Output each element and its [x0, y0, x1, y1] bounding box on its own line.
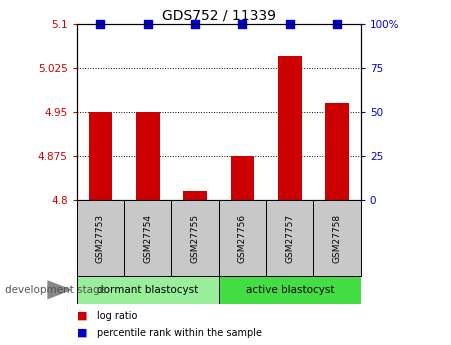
Point [333, 21, 341, 27]
Polygon shape [47, 280, 72, 299]
Bar [219, 200, 266, 276]
Bar [124, 200, 171, 276]
Bar [183, 191, 207, 200]
Text: log ratio: log ratio [97, 311, 138, 321]
Text: GSM27757: GSM27757 [285, 214, 294, 263]
Point [239, 21, 246, 27]
Bar [230, 156, 254, 200]
Text: GSM27753: GSM27753 [96, 214, 105, 263]
Bar [266, 200, 313, 276]
Bar [77, 276, 219, 304]
Point [191, 21, 198, 27]
Bar [136, 112, 160, 200]
Text: dormant blastocyst: dormant blastocyst [97, 285, 198, 295]
Point [144, 21, 151, 27]
Bar [313, 200, 361, 276]
Bar [77, 200, 124, 276]
Text: GSM27756: GSM27756 [238, 214, 247, 263]
Text: percentile rank within the sample: percentile rank within the sample [97, 328, 262, 338]
Text: ■: ■ [77, 311, 87, 321]
Text: ■: ■ [77, 328, 87, 338]
Bar [278, 56, 302, 200]
Text: GSM27754: GSM27754 [143, 214, 152, 263]
Title: GDS752 / 11339: GDS752 / 11339 [162, 9, 276, 23]
Bar [219, 276, 361, 304]
Point [286, 21, 293, 27]
Bar [88, 112, 112, 200]
Text: active blastocyst: active blastocyst [245, 285, 334, 295]
Bar [171, 200, 219, 276]
Text: development stage: development stage [5, 285, 106, 295]
Bar [325, 103, 349, 200]
Point [97, 21, 104, 27]
Text: GSM27755: GSM27755 [191, 214, 199, 263]
Text: GSM27758: GSM27758 [333, 214, 341, 263]
